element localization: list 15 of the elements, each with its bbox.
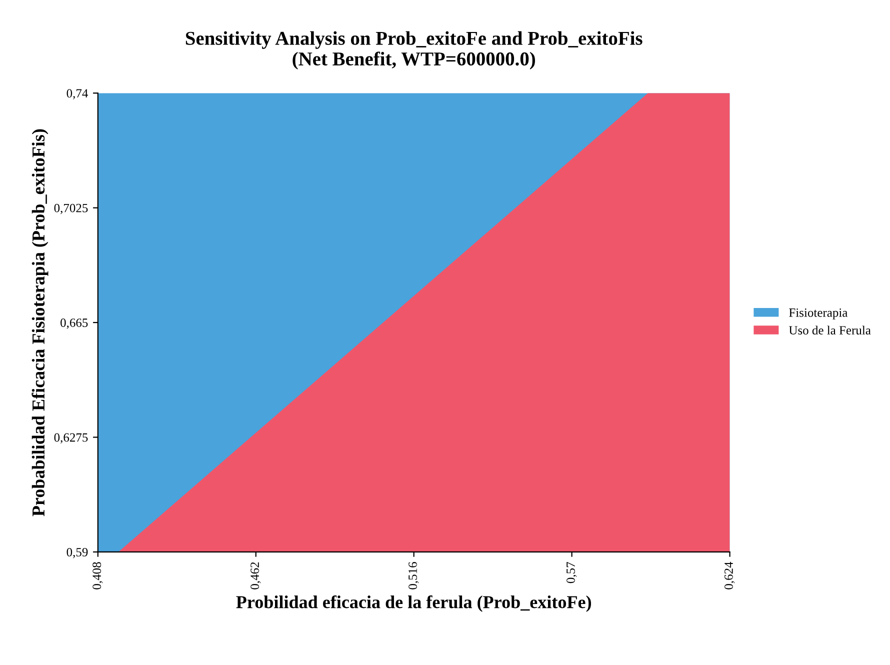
x-tick-label: 0,462 (250, 562, 261, 590)
x-tick-label: 0,57 (566, 562, 577, 584)
y-tick-label: 0,665 (60, 318, 88, 329)
x-tick-label: 0,624 (724, 562, 735, 590)
y-tick-label: 0,6275 (54, 433, 88, 444)
y-axis-title: Probabilidad Eficacia Fisioterapia (Prob_exitoFis) (32, 129, 48, 516)
y-tick-label: 0,74 (66, 89, 88, 100)
x-tick-label: 0,408 (92, 562, 103, 590)
x-tick-label: 0,516 (408, 562, 419, 590)
y-tick-label: 0,59 (66, 548, 88, 558)
legend-label: Uso de la Ferula (788, 326, 871, 335)
x-axis-title: Probilidad eficacia de la ferula (Prob_exitoFe) (236, 595, 591, 612)
y-tick-label: 0,7025 (54, 204, 88, 214)
legend-label: Fisioterapia (789, 308, 848, 320)
chart-title: Sensitivity Analysis on Prob_exitoFe and Prob_exitoFis (Net Benefit, WTP=600000.0) (186, 31, 642, 70)
